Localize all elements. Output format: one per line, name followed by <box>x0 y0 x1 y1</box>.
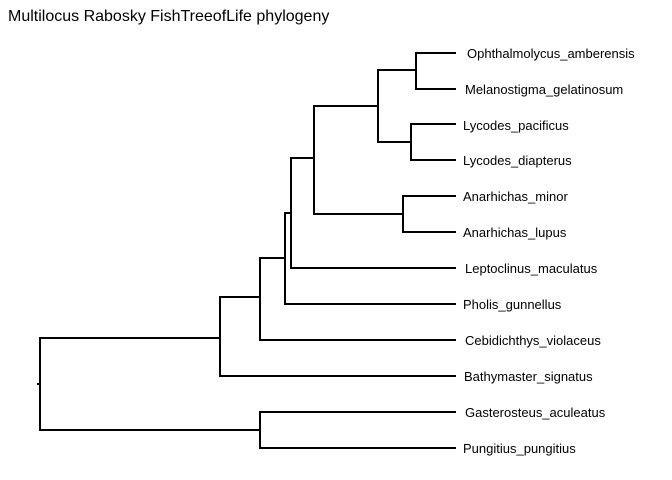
tip-label: Ophthalmolycus_amberensis <box>467 46 635 61</box>
tip-label: Cebidichthys_violaceus <box>465 333 601 348</box>
figure-title: Multilocus Rabosky FishTreeofLife phylog… <box>8 8 329 25</box>
tip-label: Lycodes_pacificus <box>463 118 569 133</box>
tree-branches <box>37 52 456 449</box>
tip-labels: Ophthalmolycus_amberensis Melanostigma_g… <box>463 46 635 456</box>
tip-label: Leptoclinus_maculatus <box>465 261 598 276</box>
tip-label: Melanostigma_gelatinosum <box>465 82 623 97</box>
tip-label: Bathymaster_signatus <box>464 369 593 384</box>
tip-label: Pungitius_pungitius <box>463 441 576 456</box>
tip-label: Lycodes_diapterus <box>463 153 572 168</box>
tip-label: Anarhichas_minor <box>463 189 568 204</box>
tip-label: Anarhichas_lupus <box>463 225 567 240</box>
tip-label: Pholis_gunnellus <box>463 297 562 312</box>
tip-label: Gasterosteus_aculeatus <box>465 405 606 420</box>
